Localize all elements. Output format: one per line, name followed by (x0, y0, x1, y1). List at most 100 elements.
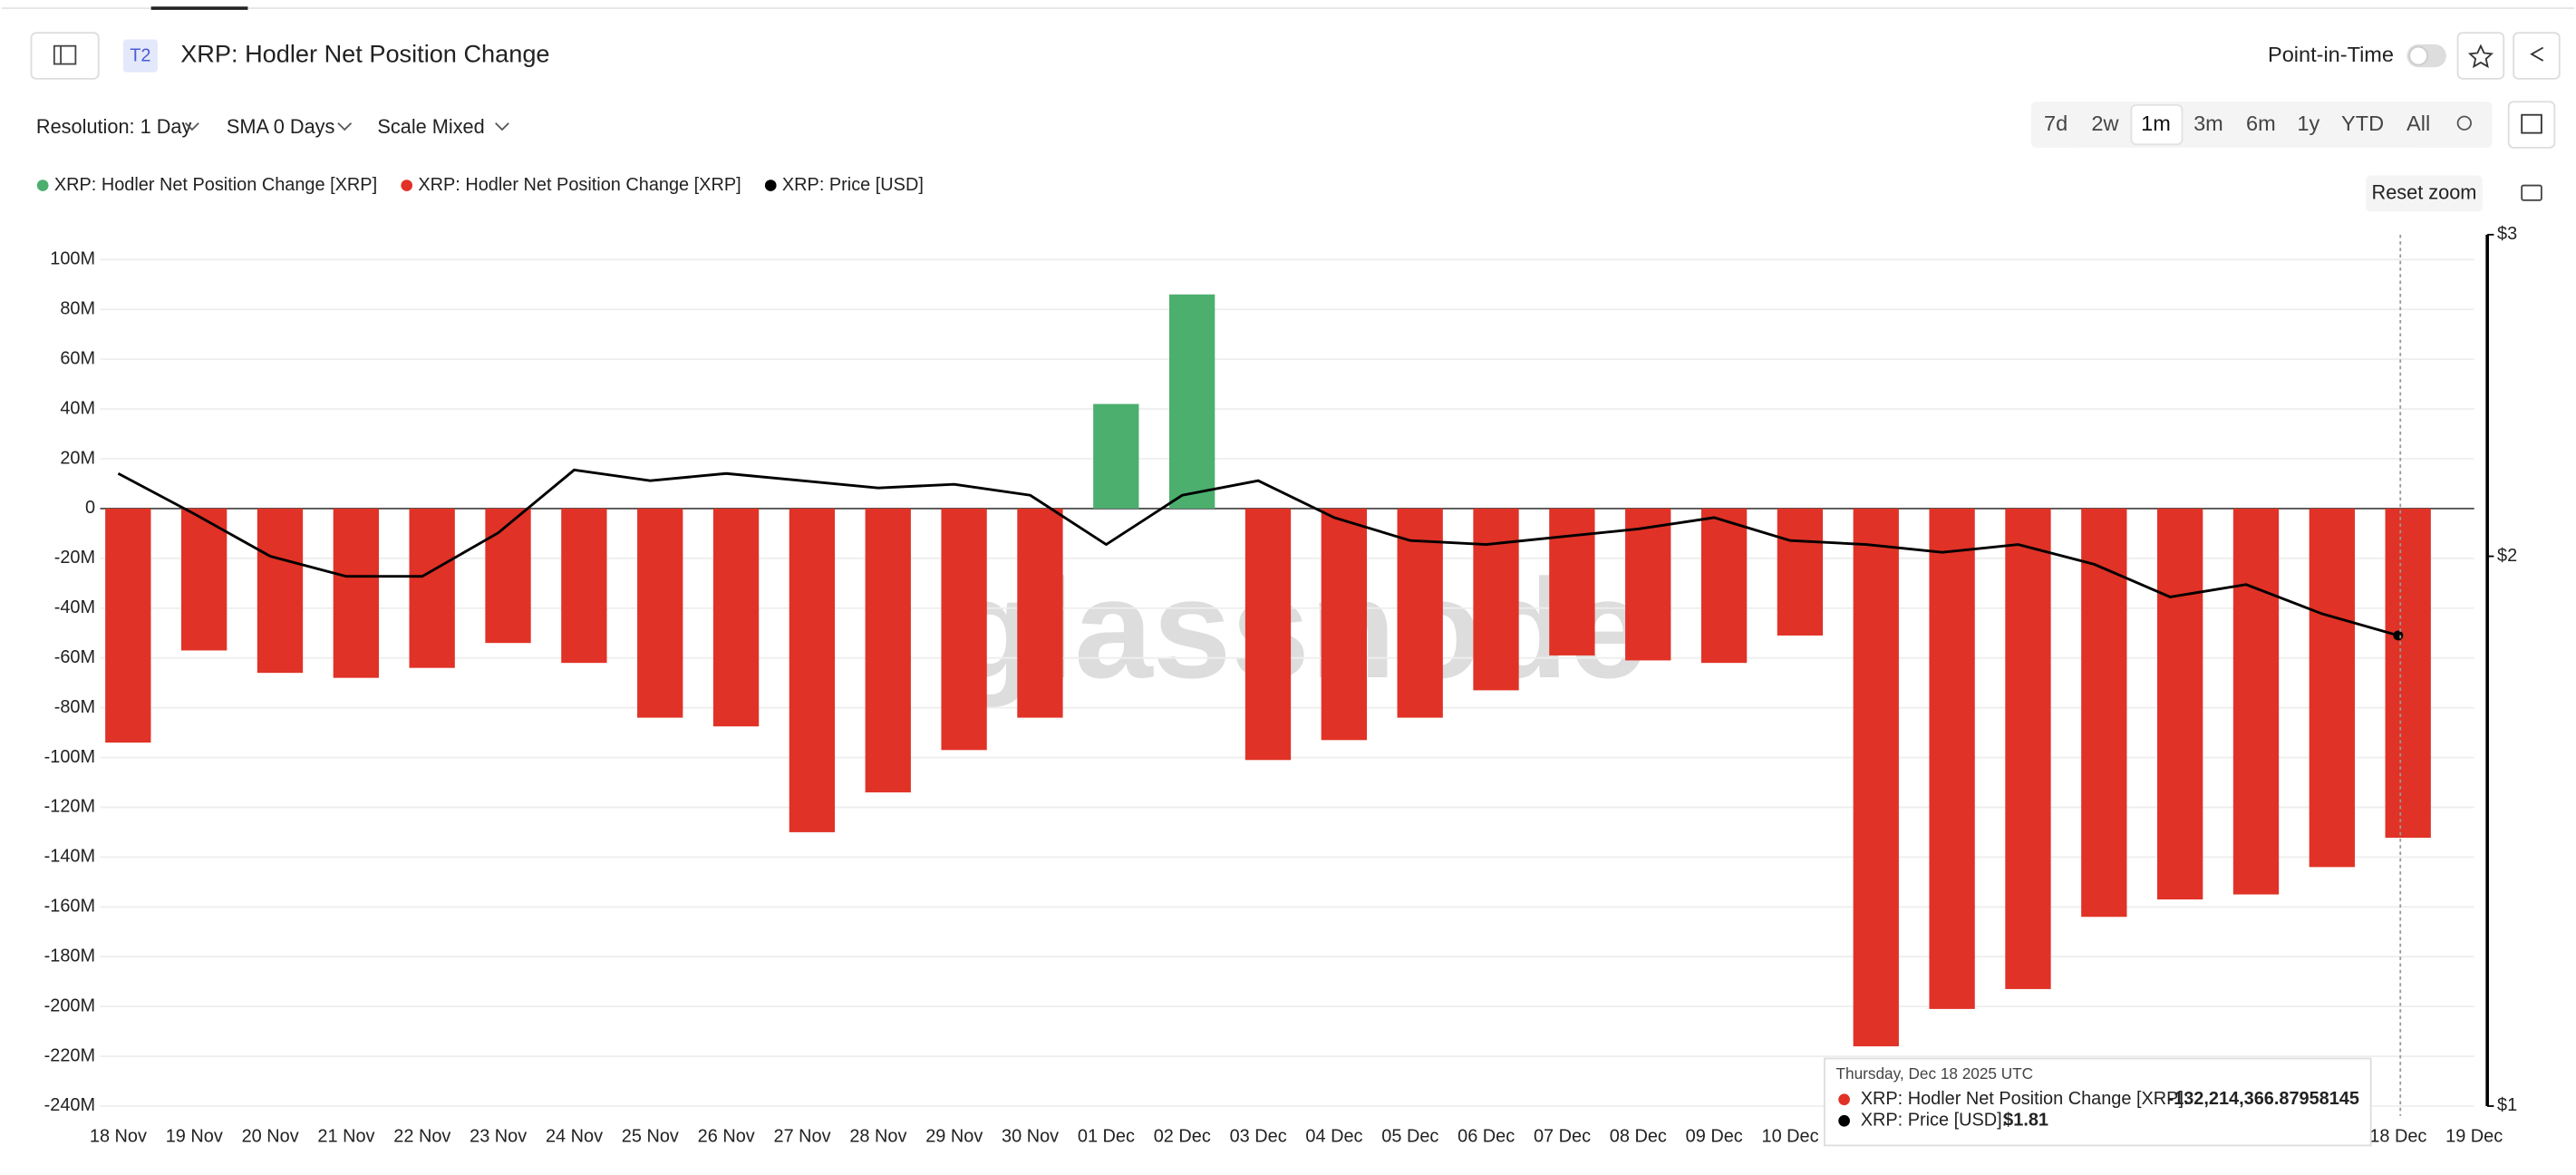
legend-label[interactable]: XRP: Price [USD] (782, 175, 924, 195)
x-tick-label: 09 Dec (1686, 1127, 1743, 1147)
y-tick-label: 20M (60, 448, 95, 468)
bar (1168, 294, 1215, 509)
range-button[interactable]: 3m (2193, 112, 2223, 135)
range-button[interactable]: All (2407, 112, 2430, 135)
bar (2232, 508, 2280, 895)
sidebar-icon (53, 44, 77, 65)
bar (1625, 508, 1671, 661)
bar (1017, 508, 1063, 718)
bar (789, 508, 836, 832)
x-tick-label: 26 Nov (698, 1127, 755, 1147)
y-tick-label: -240M (44, 1095, 95, 1115)
bar (1397, 508, 1443, 718)
tooltip-label: XRP: Price [USD]: (1861, 1111, 2008, 1131)
x-tick-label: 21 Nov (317, 1127, 374, 1147)
y-tick-label: -220M (44, 1045, 95, 1065)
x-tick-label: 20 Nov (242, 1127, 299, 1147)
x-tick-label: 04 Dec (1305, 1127, 1362, 1147)
x-tick-label: 18 Dec (2369, 1127, 2426, 1147)
price-line (117, 468, 2399, 637)
legend-label[interactable]: XRP: Hodler Net Position Change [XRP] (418, 175, 741, 195)
bar (1473, 508, 1519, 691)
legend-label[interactable]: XRP: Hodler Net Position Change [XRP] (54, 175, 377, 195)
range-button[interactable]: 6m (2246, 112, 2276, 135)
calendar-button[interactable] (2507, 101, 2556, 149)
y-tick-label: -140M (44, 847, 95, 867)
reset-zoom-button[interactable] (2366, 175, 2483, 212)
bar (1093, 403, 1139, 509)
chevron (337, 122, 353, 131)
x-tick-label: 23 Nov (470, 1127, 527, 1147)
bar (1853, 508, 1899, 1047)
x-tick-label: 18 Nov (90, 1127, 147, 1147)
tier-badge-text: T2 (130, 46, 150, 66)
x-tick-label: 24 Nov (546, 1127, 603, 1147)
range-button[interactable]: 1m (2141, 112, 2171, 135)
y2-tick-label: $3 (2497, 224, 2517, 244)
legend-marker (764, 180, 777, 191)
scale-dropdown[interactable]: Scale Mixed (377, 115, 484, 138)
zoom-icon[interactable] (2456, 115, 2472, 131)
x-tick-label: 02 Dec (1154, 1127, 1211, 1147)
point-in-time-label: Point-in-Time (2268, 43, 2394, 66)
share-button[interactable] (2513, 32, 2561, 80)
sma-dropdown[interactable]: SMA 0 Days (227, 115, 335, 138)
bar (712, 508, 760, 727)
x-tick-label: 01 Dec (1078, 1127, 1135, 1147)
y2-tick-label: $2 (2497, 546, 2517, 566)
bar (180, 508, 228, 651)
bar (257, 508, 304, 674)
legend-marker (401, 180, 413, 191)
camera-icon[interactable] (2521, 184, 2542, 201)
tooltip-value: -132,214,366.87958145 (2168, 1089, 2359, 1109)
range-button[interactable]: 7d (2044, 112, 2068, 135)
legend: XRP: Hodler Net Position Change [XRP] XRP… (36, 175, 924, 195)
y-tick-label: -80M (54, 697, 95, 717)
bar (1929, 508, 1975, 1009)
bar (941, 508, 987, 751)
tooltip-label: XRP: Hodler Net Position Change [XRP]: (1861, 1089, 2189, 1109)
y-tick-label: -40M (54, 597, 95, 617)
bar (1777, 508, 1824, 636)
star-icon (2467, 44, 2494, 69)
bar (865, 508, 911, 792)
legend-marker (36, 180, 49, 191)
range-button[interactable]: 2w (2091, 112, 2119, 135)
bar (2081, 508, 2127, 918)
sidebar-button[interactable] (30, 32, 100, 80)
x-tick-label: 07 Dec (1534, 1127, 1591, 1147)
range-active (2130, 103, 2184, 146)
range-button[interactable]: 1y (2297, 112, 2319, 135)
bar (409, 508, 455, 668)
resolution-dropdown[interactable]: Resolution: 1 Day (36, 115, 192, 138)
favorite-button[interactable] (2456, 32, 2505, 80)
y-tick-label: -120M (44, 797, 95, 817)
y-tick-label: -100M (44, 747, 95, 767)
x-tick-label: 29 Nov (925, 1127, 983, 1147)
range-button[interactable]: YTD (2341, 112, 2384, 135)
chevron (495, 122, 509, 131)
x-tick-label: 22 Nov (393, 1127, 450, 1147)
y-tick-label: -200M (44, 995, 95, 1015)
y2-tick-label: $1 (2497, 1095, 2517, 1115)
bar (1700, 508, 1748, 664)
chevron (185, 122, 199, 131)
y-tick-label: 60M (60, 348, 95, 368)
bar (637, 508, 683, 718)
bar (485, 508, 531, 644)
x-tick-label: 08 Dec (1610, 1127, 1667, 1147)
tooltip-value: $1.81 (2003, 1111, 2048, 1131)
y-tick-label: 80M (60, 298, 95, 318)
page-title: XRP: Hodler Net Position Change (180, 40, 549, 68)
bar (1549, 508, 1595, 655)
bar (561, 508, 607, 664)
x-tick-label: 30 Nov (1002, 1127, 1059, 1147)
x-tick-label: 19 Nov (166, 1127, 223, 1147)
reset-zoom-label: Reset zoom (2372, 180, 2477, 203)
share-icon (2530, 46, 2544, 62)
bar (1244, 508, 1292, 761)
bar (2005, 508, 2051, 989)
bar (105, 508, 151, 743)
x-tick-label: 06 Dec (1457, 1127, 1515, 1147)
